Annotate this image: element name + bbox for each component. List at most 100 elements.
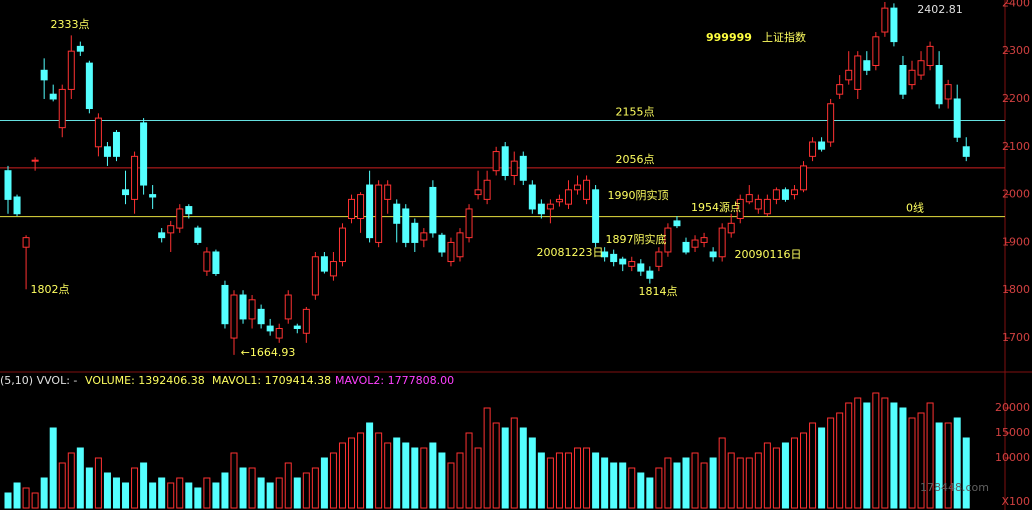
volume-bar	[112, 477, 120, 509]
candle-body	[230, 294, 238, 339]
candle-body	[302, 308, 310, 334]
candle-body	[158, 232, 166, 239]
volume-bar	[953, 417, 961, 509]
volume-bar	[167, 482, 175, 509]
volume-bar	[691, 452, 699, 509]
candle-body	[474, 189, 482, 196]
candle-body	[221, 284, 229, 325]
candle-body	[836, 84, 844, 95]
candle-body	[772, 189, 780, 200]
candle-body	[655, 251, 663, 267]
candle-body	[85, 62, 93, 110]
candle-body	[420, 232, 428, 241]
volume-bar	[348, 437, 356, 509]
volume-bar	[619, 462, 627, 509]
candle-body	[429, 186, 437, 234]
volume-bar	[284, 462, 292, 509]
volume-bar	[447, 462, 455, 509]
volume-bar	[637, 472, 645, 509]
volume-bar	[510, 417, 518, 509]
candle-body	[809, 141, 817, 157]
volume-bar	[49, 427, 57, 509]
volume-bar	[149, 482, 157, 509]
volume-bar	[76, 447, 84, 509]
volume-bar	[718, 437, 726, 509]
candle-body	[601, 251, 609, 258]
candle-body	[664, 227, 672, 253]
candle-body	[953, 98, 961, 138]
candle-body	[628, 261, 636, 267]
volume-bar	[601, 457, 609, 509]
indicator-header: MAVOL2: 1777808.00	[335, 374, 454, 387]
candle-body	[718, 227, 726, 258]
volume-bar	[664, 457, 672, 509]
volume-bar	[700, 462, 708, 509]
annotation: 2333点	[51, 18, 90, 31]
candle-body	[465, 208, 473, 239]
volume-bar	[790, 437, 798, 509]
candle-body	[917, 60, 925, 76]
candle-body	[863, 60, 871, 71]
volume-bar	[176, 477, 184, 509]
volume-bar	[763, 442, 771, 509]
volume-bar	[420, 447, 428, 509]
y-tick-label: 2300	[1002, 44, 1030, 57]
candle-body	[94, 117, 102, 148]
candle-body	[131, 155, 139, 200]
candle-body	[637, 263, 645, 272]
volume-bar	[736, 457, 744, 509]
candle-body	[790, 189, 798, 196]
candle-body	[456, 232, 464, 258]
y-tick-label: 15000	[995, 426, 1030, 439]
candle-body	[899, 65, 907, 95]
candle-body	[537, 203, 545, 215]
volume-bar	[366, 422, 374, 509]
volume-bar	[682, 457, 690, 509]
candle-body	[845, 69, 853, 81]
volume-bar	[483, 407, 491, 509]
volume-bar	[239, 467, 247, 509]
candle-body	[103, 146, 111, 157]
volume-bar	[67, 452, 75, 509]
y-tick-label: 2400	[1002, 0, 1030, 9]
candle-body	[76, 45, 84, 52]
volume-bar	[836, 412, 844, 509]
volume-bar	[528, 437, 536, 509]
volume-bar	[646, 477, 654, 509]
candle-body	[691, 239, 699, 248]
volume-bar	[393, 437, 401, 509]
chart-title: 上证指数	[762, 30, 806, 44]
volume-bar	[772, 447, 780, 509]
candle-body	[754, 198, 762, 210]
candle-body	[140, 122, 148, 186]
candle-body	[646, 270, 654, 279]
volume-bar	[872, 392, 880, 509]
volume-bar	[58, 462, 66, 509]
volume-bar	[375, 432, 383, 509]
candle-body	[112, 131, 120, 157]
candle-body	[745, 194, 753, 203]
volume-bar	[583, 447, 591, 509]
volume-bar	[962, 437, 970, 509]
candle-body	[519, 155, 527, 181]
candle-body	[890, 7, 898, 43]
candle-body	[872, 36, 880, 67]
candle-body	[384, 184, 392, 200]
candle-body	[13, 196, 21, 215]
volume-bar	[564, 452, 572, 509]
unit-label: X100	[1001, 495, 1030, 508]
candle-body	[185, 206, 193, 215]
volume-bar	[474, 447, 482, 509]
volume-bar	[194, 487, 202, 509]
volume-bar	[555, 452, 563, 509]
volume-bar	[131, 467, 139, 509]
volume-bar	[592, 452, 600, 509]
candle-body	[311, 256, 319, 296]
candle-body	[854, 55, 862, 90]
candle-body	[438, 234, 446, 253]
candle-body	[546, 203, 554, 210]
watermark: 178448.com	[920, 481, 989, 494]
candle-body	[393, 203, 401, 224]
volume-bar	[438, 452, 446, 509]
